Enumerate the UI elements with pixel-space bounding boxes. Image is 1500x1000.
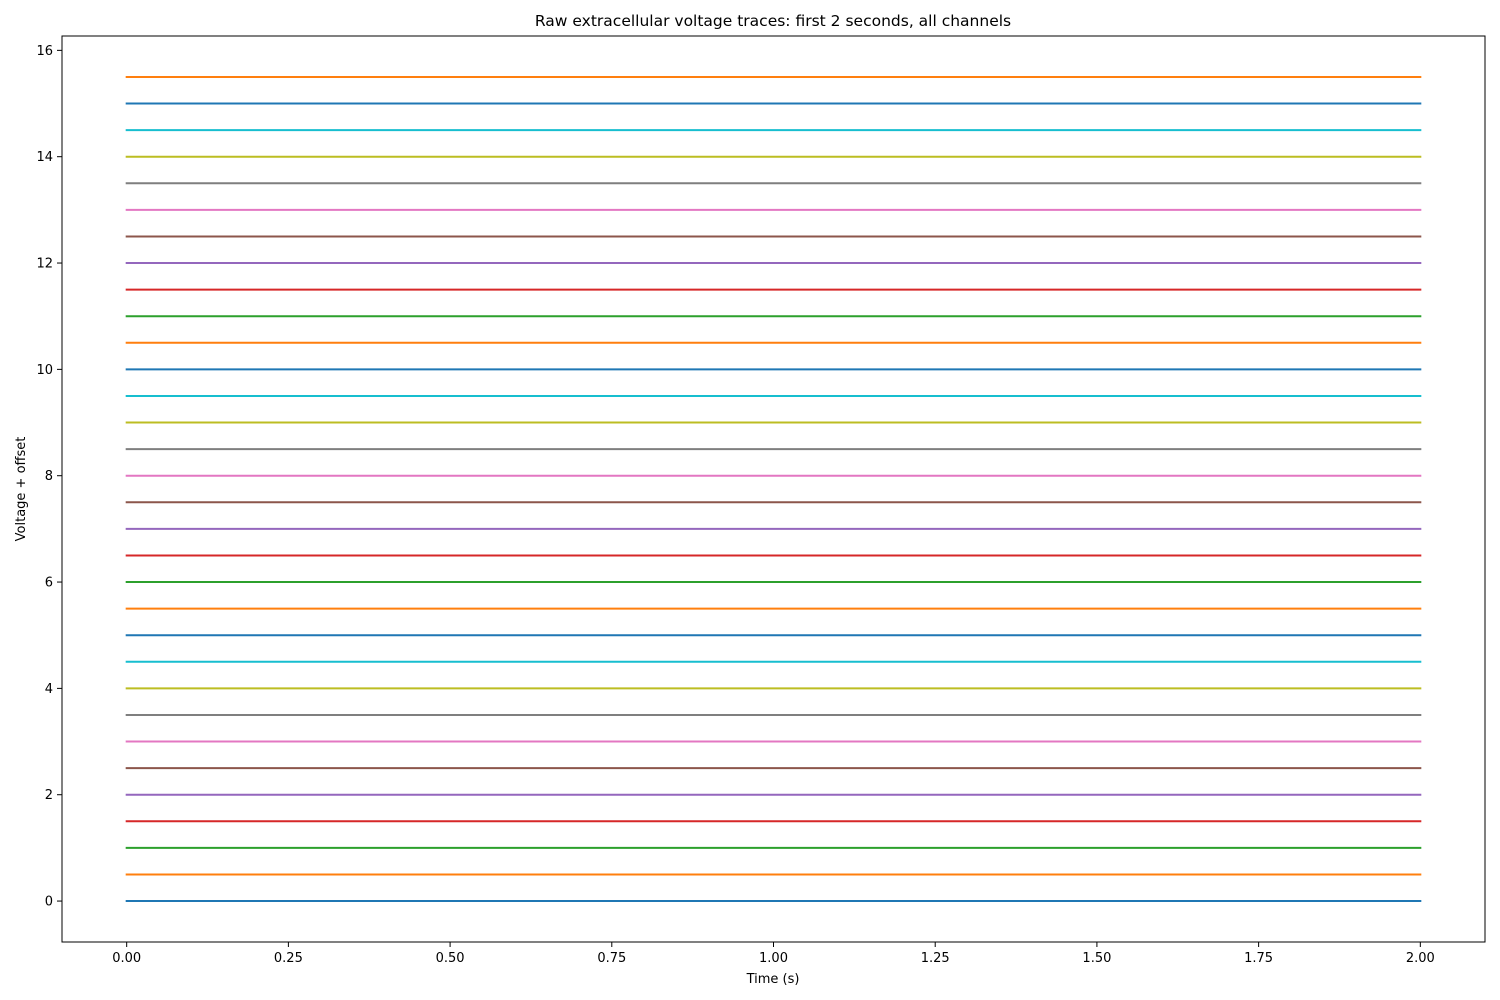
y-tick-label: 2 xyxy=(45,788,53,803)
y-tick-label: 14 xyxy=(36,150,53,165)
y-tick-label: 6 xyxy=(45,576,53,591)
y-tick-label: 0 xyxy=(45,895,53,910)
x-tick-label: 0.00 xyxy=(112,951,141,966)
x-tick-label: 2.00 xyxy=(1406,951,1435,966)
x-axis-label: Time (s) xyxy=(746,972,800,987)
y-tick-label: 10 xyxy=(36,363,53,378)
chart-title: Raw extracellular voltage traces: first … xyxy=(535,12,1011,30)
y-tick-label: 4 xyxy=(45,682,53,697)
y-tick-label: 16 xyxy=(36,44,53,59)
x-tick-label: 1.25 xyxy=(921,951,950,966)
x-tick-label: 0.75 xyxy=(597,951,626,966)
x-tick-label: 0.25 xyxy=(274,951,303,966)
x-tick-label: 1.00 xyxy=(759,951,788,966)
x-tick-label: 0.50 xyxy=(436,951,465,966)
y-axis: 0 2 4 6 8 10 12 14 16 xyxy=(36,44,62,910)
y-axis-label: Voltage + offset xyxy=(14,437,29,542)
x-axis: 0.00 0.25 0.50 0.75 1.00 1.25 1.50 1.75 2.00 xyxy=(112,942,1435,966)
x-tick-label: 1.75 xyxy=(1244,951,1273,966)
x-tick-label: 1.50 xyxy=(1082,951,1111,966)
traces-group xyxy=(125,75,1422,903)
y-tick-label: 8 xyxy=(45,469,53,484)
y-tick-label: 12 xyxy=(36,257,53,272)
